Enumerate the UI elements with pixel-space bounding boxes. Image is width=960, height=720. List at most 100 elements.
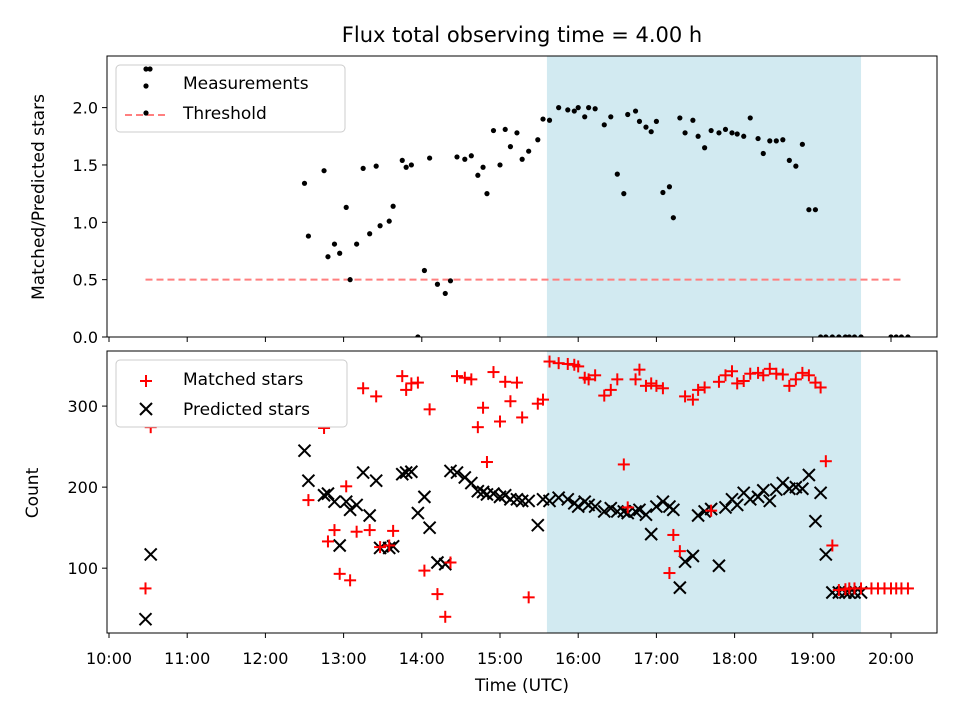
predicted-star-point [802, 468, 816, 482]
predicted-star-point [795, 482, 810, 496]
matched-star-point [328, 524, 341, 537]
matched-star-point [444, 556, 457, 569]
matched-star-point [712, 375, 725, 388]
measurement-point [632, 108, 639, 114]
matched-star-point [633, 363, 646, 376]
predicted-star-point [649, 499, 664, 514]
measurement-point [747, 115, 753, 121]
predicted-star-point [756, 483, 770, 498]
measurement-points [301, 105, 911, 337]
x-tick-label: 12:00 [242, 649, 288, 668]
measurement-point [677, 115, 683, 121]
matched-star-point [598, 389, 611, 402]
top-legend-box [115, 64, 346, 133]
x-tick-label: 15:00 [477, 649, 523, 668]
matched-star-point [686, 393, 699, 406]
measurement-point [301, 180, 308, 186]
predicted-star-point [644, 527, 658, 541]
measurement-point [373, 163, 379, 169]
matched-star-point [757, 369, 770, 382]
predicted-star-point [356, 465, 370, 480]
predicted-star-point [632, 503, 647, 517]
matched-star-point [645, 377, 658, 390]
predicted-star-point [422, 520, 437, 535]
matched-star-point [783, 379, 796, 392]
predicted-star-point [404, 465, 419, 479]
predicted-star-point [339, 495, 353, 509]
predicted-star-point [718, 500, 733, 515]
predicted-star-point [486, 486, 501, 501]
matched-star-point [719, 369, 732, 382]
measurement-point [442, 290, 448, 297]
predicted-star-point [430, 555, 445, 570]
matched-star-point [789, 373, 802, 386]
measurement-point [729, 130, 735, 136]
matched-star-point [776, 368, 789, 381]
matched-star-point [302, 494, 315, 507]
x-tick-label: 14:00 [399, 649, 445, 668]
matched-star-point [363, 524, 376, 537]
y-tick-label: 200 [67, 478, 98, 497]
x-tick-label: 20:00 [868, 649, 914, 668]
measurement-point [546, 117, 553, 123]
matched-star-point [321, 535, 334, 548]
predicted-star-point [399, 465, 413, 480]
y-tick-label: 0.0 [73, 328, 98, 347]
matched-star-point [611, 373, 624, 386]
measurement-point [586, 105, 592, 111]
legend-label-matched: Matched stars [183, 370, 303, 390]
measurement-point [415, 334, 421, 337]
measurement-point [434, 281, 441, 287]
matched-star-point [629, 373, 642, 386]
predicted-star-point [438, 557, 452, 571]
bottom-y-axis: 100 200 300 [67, 397, 107, 578]
matched-star-point [370, 390, 383, 403]
matched-star-point [374, 541, 387, 554]
measurement-point [846, 334, 852, 337]
bottom-x-axis: 10:00 11:00 12:00 13:00 14:00 15:00 16:00 17:00… [86, 633, 914, 668]
predicted-star-point [712, 559, 726, 573]
predicted-star-point [678, 554, 692, 569]
matched-star-point [340, 480, 353, 493]
predicted-star-point [639, 507, 653, 522]
measurement-point [347, 277, 353, 283]
matched-star-point [383, 539, 396, 552]
legend-marker-threshold-dot [143, 110, 149, 116]
legend-label-threshold: Threshold [182, 104, 267, 124]
measurement-point [592, 106, 598, 112]
predicted-star-point [471, 484, 485, 498]
measurement-point [708, 127, 714, 134]
measurement-point [812, 207, 819, 213]
measurement-point [905, 334, 911, 337]
measurement-point [390, 203, 396, 209]
measurement-point [888, 334, 894, 337]
matched-star-point [589, 369, 602, 382]
bottom-panel: 100 200 300 10:00 11:00 12:00 13:00 14:00 15:00… [23, 350, 938, 696]
predicted-star-point [808, 514, 823, 528]
y-tick-label: 1.0 [73, 213, 98, 232]
matched-star-point [802, 369, 815, 382]
predicted-star-point [691, 508, 705, 523]
measurement-point [818, 334, 824, 337]
measurement-point [799, 141, 805, 147]
predicted-star-point [327, 495, 342, 509]
measurement-point [786, 157, 792, 163]
predicted-star-point [332, 538, 347, 553]
matched-star-point [617, 458, 630, 471]
predicted-star-point [666, 503, 681, 517]
measurement-point [325, 254, 331, 260]
y-tick-label: 300 [67, 397, 98, 416]
measurement-point [305, 233, 312, 239]
bottom-highlight-span [546, 351, 862, 633]
predicted-star-point [588, 499, 602, 514]
top-x-ticks [108, 337, 892, 342]
matched-star-point [357, 382, 370, 395]
measurement-point [519, 156, 525, 162]
matched-star-point [344, 574, 357, 587]
matched-star-point [796, 366, 809, 379]
measurement-point [399, 157, 405, 163]
y-tick-label: 1.5 [73, 156, 98, 175]
predicted-star-point [730, 498, 744, 512]
legend-marker-matched [140, 375, 152, 387]
